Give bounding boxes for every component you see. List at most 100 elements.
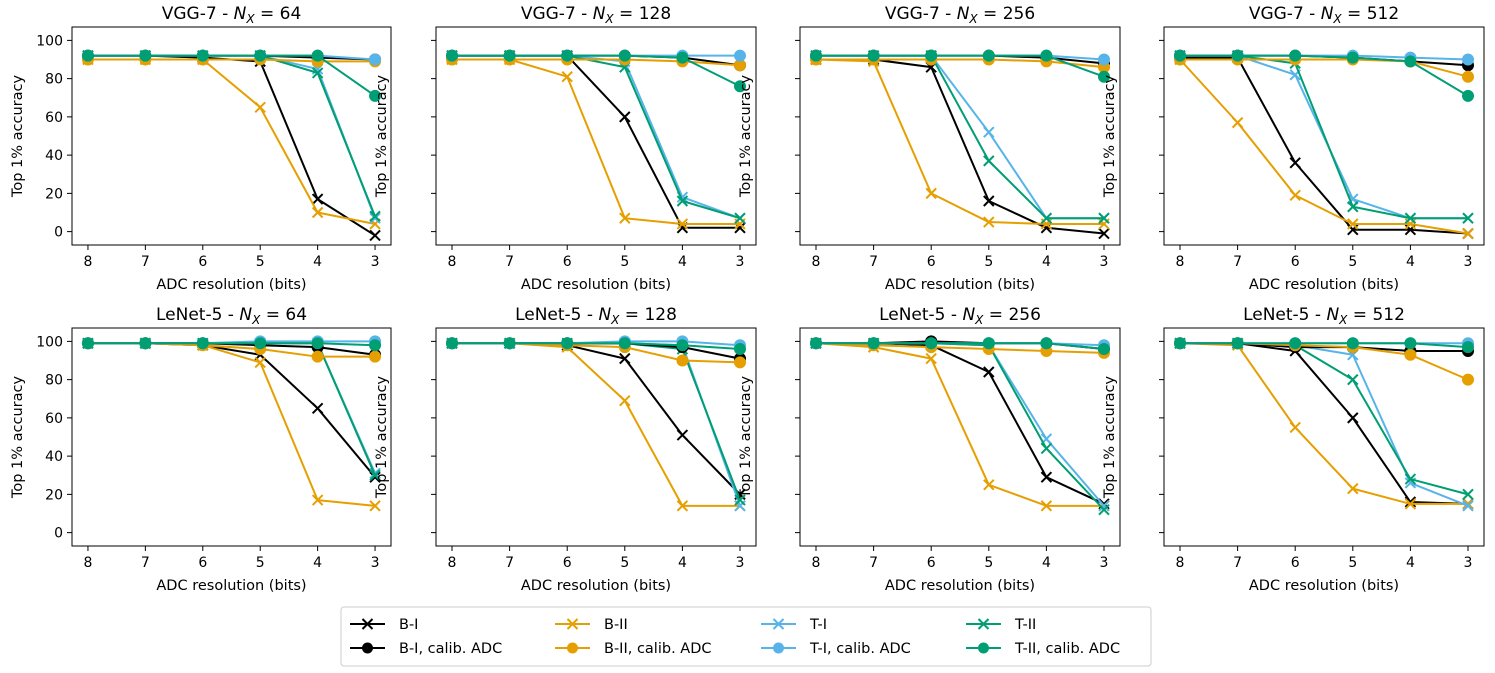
axes-frame: [1163, 327, 1485, 547]
data-point: [1347, 482, 1359, 495]
x-tick-label: 3: [736, 254, 745, 270]
data-point: [1462, 212, 1474, 224]
series-line: [87, 342, 376, 347]
data-point: [676, 339, 689, 352]
title-n: N: [239, 305, 252, 325]
data-point: [1231, 116, 1244, 129]
legend-item: T-I, calib. ADC: [761, 641, 911, 657]
data-point: [1098, 503, 1110, 516]
axes-frame: [71, 26, 392, 246]
title-nx-value: 128: [639, 4, 671, 24]
legend-label: B-II: [604, 617, 628, 633]
data-point: [1347, 201, 1359, 213]
data-point: [983, 195, 995, 207]
series-line: [816, 54, 1104, 220]
subplot: VGG-7 - NX = 64 8 7 6 5 4 3 0 20 40 60 80 100 ADC res…: [10, 4, 392, 293]
data-point: [1404, 348, 1417, 361]
data-point: [1346, 51, 1359, 64]
data-point: [810, 337, 822, 350]
legend: B-I B-II T-I T-II B-I, calib. ADC B-II, calib…: [340, 606, 1152, 667]
data-point: [1231, 49, 1244, 62]
y-tick-label: 0: [54, 225, 63, 241]
data-point: [1040, 471, 1053, 483]
y-axis-label: Top 1% accuracy: [374, 75, 390, 199]
subplot: LeNet-5 - NX = 256 8 7 6 5 4 3 ADC resolution (…: [738, 305, 1121, 594]
subplot-title: VGG-7 - NX = 64: [162, 4, 302, 26]
series-line: [816, 54, 1105, 78]
data-point: [925, 337, 938, 350]
x-axis-label: ADC resolution (bits): [885, 277, 1035, 293]
data-point: [676, 195, 689, 207]
x-tick-label: 7: [141, 555, 150, 571]
data-point: [1040, 442, 1053, 455]
series-line: [452, 54, 741, 220]
data-point: [1404, 473, 1417, 485]
subplot: VGG-7 - NX = 256 8 7 6 5 4 3 ADC resolution (bi…: [738, 4, 1121, 293]
legend-label: T-I: [809, 617, 827, 633]
title-model: VGG-7 -: [162, 4, 234, 24]
data-point: [1462, 227, 1474, 240]
data-point: [561, 71, 573, 83]
x-tick-label: 6: [563, 254, 572, 270]
data-point: [1040, 337, 1053, 350]
data-point: [81, 337, 94, 350]
data-point: [1289, 189, 1301, 201]
series-line: [452, 58, 740, 225]
x-tick-label: 6: [927, 254, 936, 270]
data-point: [734, 494, 746, 506]
series-line: [1180, 54, 1468, 220]
x-tick-label: 3: [1100, 555, 1109, 571]
axes-frame: [71, 327, 392, 547]
x-tick-label: 7: [869, 555, 878, 571]
legend-marker: [566, 618, 579, 630]
data-point: [254, 101, 266, 114]
data-point: [1346, 337, 1359, 350]
series-line: [87, 342, 376, 476]
x-tick-label: 5: [984, 254, 993, 270]
x-tick-label: 6: [927, 555, 936, 571]
data-point: [983, 126, 995, 138]
data-point: [810, 49, 822, 62]
title-eq: =: [983, 305, 1008, 325]
x-axis-label: ADC resolution (bits): [521, 578, 671, 594]
data-point: [1462, 70, 1474, 83]
title-nx-value: 256: [1003, 4, 1035, 24]
legend-marker: [773, 642, 784, 654]
series-line: [816, 54, 1104, 220]
x-tick-label: 6: [1291, 555, 1300, 571]
title-eq: =: [614, 4, 639, 24]
data-point: [1404, 337, 1417, 350]
data-point: [446, 337, 458, 350]
series-line: [452, 342, 741, 507]
data-point: [1098, 343, 1110, 356]
subplot: LeNet-5 - NX = 128 8 7 6 5 4 3 ADC resolution (…: [374, 305, 757, 594]
x-tick-label: 6: [198, 555, 207, 571]
series-line: [1180, 58, 1469, 78]
x-tick-label: 3: [1464, 555, 1473, 571]
data-point: [1098, 500, 1110, 512]
data-point: [369, 212, 381, 224]
data-point: [1098, 53, 1110, 66]
title-n: N: [957, 4, 970, 24]
data-point: [369, 500, 381, 512]
data-point: [196, 337, 209, 350]
x-tick-label: 7: [505, 555, 514, 571]
data-point: [1404, 498, 1417, 510]
data-point: [982, 49, 995, 62]
data-point: [867, 337, 880, 350]
title-sub: X: [974, 313, 984, 327]
y-axis-label: Top 1% accuracy: [738, 75, 754, 199]
data-point: [311, 350, 324, 363]
y-axis-label: Top 1% accuracy: [10, 376, 26, 500]
x-tick-label: 6: [563, 555, 572, 571]
x-axis-label: ADC resolution (bits): [156, 578, 306, 594]
data-point: [676, 51, 689, 64]
title-nx-value: 256: [1008, 305, 1040, 325]
data-point: [503, 49, 516, 62]
data-point: [254, 356, 266, 369]
series-line: [87, 54, 376, 97]
data-point: [369, 210, 381, 223]
series-line: [452, 54, 741, 88]
x-tick-label: 5: [620, 254, 629, 270]
